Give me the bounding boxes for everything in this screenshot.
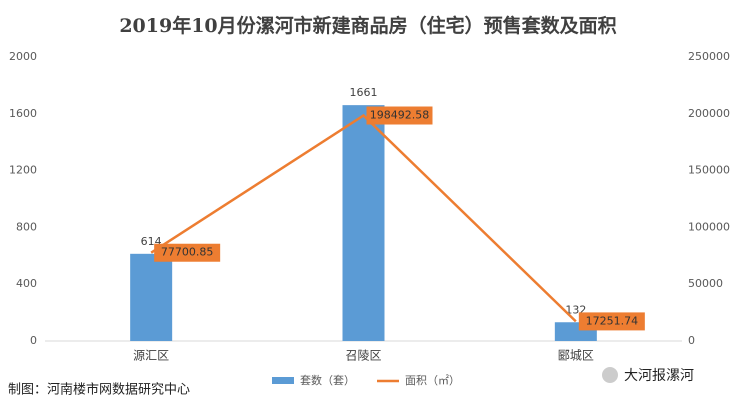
y2-tick-label: 100000 bbox=[688, 220, 730, 233]
y2-tick-label: 150000 bbox=[688, 164, 730, 177]
line-label-box bbox=[154, 243, 221, 262]
y2-tick-label: 250000 bbox=[688, 50, 730, 63]
source-note: 制图：河南楼市网数据研究中心 bbox=[8, 382, 190, 398]
legend-label: 套数（套） bbox=[300, 374, 355, 387]
legend-swatch bbox=[272, 377, 294, 384]
y-tick-label: 0 bbox=[30, 334, 37, 347]
line bbox=[150, 113, 577, 323]
y-tick-label: 400 bbox=[16, 277, 37, 290]
line-value-label: 17251.74 bbox=[586, 314, 639, 327]
line-label-box bbox=[366, 106, 433, 125]
chart-title: 2019年10月份漯河市新建商品房（住宅）预售套数及面积 bbox=[119, 14, 616, 37]
y-tick-label: 800 bbox=[16, 220, 37, 233]
bar bbox=[130, 253, 173, 341]
x-tick-label: 源汇区 bbox=[133, 349, 169, 363]
y2-tick-label: 200000 bbox=[688, 107, 730, 120]
bar bbox=[342, 105, 385, 341]
line-value-label: 77700.85 bbox=[161, 246, 214, 259]
bar-value-label: 1661 bbox=[350, 86, 378, 99]
y2-tick-label: 50000 bbox=[688, 277, 723, 290]
y-tick-label: 1200 bbox=[9, 164, 37, 177]
y-tick-label: 1600 bbox=[9, 107, 37, 120]
y-tick-label: 2000 bbox=[9, 50, 37, 63]
y2-tick-label: 0 bbox=[688, 334, 695, 347]
logo-icon bbox=[602, 367, 618, 383]
line-label-box bbox=[578, 312, 645, 331]
legend-label: 面积（㎡） bbox=[405, 374, 460, 387]
x-tick-label: 召陵区 bbox=[345, 349, 381, 363]
x-tick-label: 郾城区 bbox=[558, 349, 594, 363]
watermark: 大河报漯河 bbox=[624, 368, 694, 384]
line-value-label: 198492.58 bbox=[370, 109, 430, 122]
